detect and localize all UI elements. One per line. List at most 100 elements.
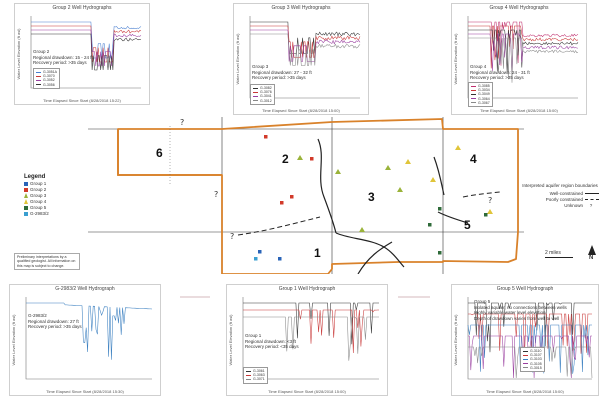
- hydrograph-series-line: [243, 309, 379, 354]
- region-label-3: 3: [368, 190, 375, 204]
- hydrograph-series-line: [467, 324, 592, 374]
- legend-item: Group 4: [24, 199, 76, 205]
- region-label-4: 4: [470, 152, 477, 166]
- panel-legend-entry: G-3067: [471, 101, 490, 105]
- hydrograph-series-line: [31, 29, 142, 67]
- panel-legend-entry: G-3052: [36, 78, 57, 82]
- panel-legend-entry: G-3064: [471, 97, 490, 101]
- panel-title: Group 2 Well Hydrographs: [52, 5, 112, 11]
- hydrograph-series-line: [468, 21, 579, 66]
- hydrograph-panel-group5: Group 5 Well Hydrograph Group 5 Isolated…: [451, 284, 599, 396]
- hydrograph-series-line: [31, 33, 142, 71]
- panel-legend-entry: G-3071: [246, 377, 265, 381]
- unknown-mark: ?: [180, 118, 184, 127]
- panel-legend-entry: G-3082: [253, 86, 272, 90]
- panel-title: Group 3 Well Hydrographs: [271, 5, 331, 11]
- grid-lines: [88, 117, 524, 274]
- panel-legend-entry: G-3110: [523, 349, 542, 353]
- unknown-mark: ?: [488, 196, 492, 205]
- hydrograph-chart: [467, 297, 593, 380]
- hydrograph-panel-group2: Group 2 Well Hydrographs Group 2 Regiona…: [14, 3, 150, 105]
- unknown-mark: ?: [214, 190, 218, 199]
- panel-legend-entry: G-3107: [523, 353, 542, 357]
- hydrograph-chart: [25, 297, 153, 380]
- hydrograph-series-line: [243, 316, 379, 361]
- panel-title: G-2983/2 Well Hydrograph: [55, 286, 115, 292]
- unknown-mark: ?: [230, 232, 234, 241]
- scale-label: 2 miles: [545, 250, 561, 256]
- panel-note: Group 1 Regional drawdown: <3 ft Recover…: [245, 333, 299, 349]
- panel-legend-entry: G-3056: [36, 83, 57, 87]
- panel-legend-entry: G-3015: [523, 366, 542, 370]
- hydrograph-series-line: [250, 33, 361, 66]
- hydrograph-panel-g2983: G-2983/2 Well Hydrograph G-2983/2 Region…: [9, 284, 161, 396]
- panel-legend: G-3082 G-3076 G-3041 G-3012: [250, 84, 275, 105]
- x-axis-label: Time Elapsed Since Start (8/28/2018 15:0…: [262, 108, 340, 113]
- scale-bar: 2 miles: [545, 250, 573, 258]
- panel-legend: G-3061 G-3063 G-3071: [243, 367, 268, 384]
- panel-note: Group 3 Regional drawdown: 27 - 32 ft Re…: [252, 64, 312, 80]
- panel-legend-entry: G-3070: [36, 74, 57, 78]
- legend-title: Legend: [24, 174, 46, 180]
- panel-note: Group 4 Regional drawdown: 24 - 31 ft Re…: [470, 64, 530, 80]
- panel-legend-entry: G-3012: [253, 99, 272, 103]
- aquifer-map: ? ? ? ? 6 2 3 4 5 1: [88, 117, 524, 274]
- region-label-2: 2: [282, 152, 289, 166]
- legend-item: Group 3: [24, 193, 76, 199]
- x-axis-label: Time Elapsed Since Start (8/28/2018 15:2…: [43, 98, 121, 103]
- map-legend: Legend Group 1 Group 2 Group 3 Group 4 Group…: [24, 174, 76, 217]
- hydrograph-series-line: [468, 33, 579, 75]
- panel-title: Group 5 Well Hydrograph: [496, 286, 554, 292]
- panel-note: Group 2 Regional drawdown: 15 - 24 ft Re…: [33, 49, 93, 65]
- panel-legend-entry: G-3034: [471, 88, 490, 92]
- boundary-legend: Interpreted aquifer region boundaries We…: [521, 183, 599, 209]
- north-arrow: N: [588, 245, 596, 261]
- hydrograph-chart: [30, 16, 142, 89]
- panel-title: Group 4 Well Hydrographs: [489, 5, 549, 11]
- panel-legend-entry: G-3076: [253, 90, 272, 94]
- hydrograph-chart: [467, 16, 579, 99]
- x-axis-label: Time Elapsed Since Start (8/28/2018 15:0…: [486, 389, 564, 394]
- panel-legend-entry: G-3061: [246, 369, 265, 373]
- panel-note: G-2983/2 Regional drawdown: 27 ft Recove…: [28, 313, 82, 329]
- preliminary-note: Preliminary interpretations by a qualifi…: [14, 253, 80, 271]
- boundary-unknown: Unknown?: [564, 202, 593, 208]
- panel-title: Group 1 Well Hydrograph: [278, 286, 336, 292]
- aquifer-boundary-orange: [117, 118, 519, 274]
- x-axis-label: Time Elapsed Since Start (8/28/2018 15:0…: [480, 108, 558, 113]
- region-label-1: 1: [314, 246, 321, 260]
- panel-legend-entry: G-3049: [471, 92, 490, 96]
- panel-legend: G-3085 G-3034 G-3049 G-3064 G-3067: [468, 82, 493, 108]
- legend-item: Group 2: [24, 187, 76, 193]
- hydrograph-series-line: [250, 25, 361, 58]
- panel-legend-entry: G-3063: [246, 373, 265, 377]
- hydrograph-panel-group1: Group 1 Well Hydrograph Group 1 Regional…: [226, 284, 388, 396]
- legend-items: Group 1 Group 2 Group 3 Group 4 Group 5 G-298…: [24, 181, 76, 217]
- panel-legend-entry: G-3105: [523, 362, 542, 366]
- panel-legend: G-3051A G-3070 G-3052 G-3056: [33, 68, 61, 89]
- region-label-6: 6: [156, 146, 163, 160]
- panel-legend: G-3110 G-3107 G-3103 G-3105 G-3015: [520, 347, 545, 373]
- hydrograph-series-line: [26, 302, 153, 360]
- hydrograph-series-line: [468, 25, 579, 69]
- well-markers: [254, 135, 493, 261]
- hydrograph-series-line: [468, 313, 592, 358]
- hydrograph-series-line: [468, 29, 579, 72]
- panel-legend-entry: G-3041: [253, 94, 272, 98]
- x-axis-label: Time Elapsed Since Start (8/28/2018 15:3…: [46, 389, 124, 394]
- hydrograph-panel-group3: Group 3 Well Hydrographs Group 3 Regiona…: [233, 3, 369, 115]
- hydrograph-series-line: [31, 21, 142, 59]
- panel-legend-entry: G-3103: [523, 357, 542, 361]
- hydrograph-series-line: [250, 29, 361, 62]
- legend-item: Group 1: [24, 181, 76, 187]
- boundary-well-constrained: Well-constrained: [521, 191, 599, 197]
- legend-item: Group 5: [24, 205, 76, 211]
- region-label-5: 5: [464, 218, 471, 232]
- panel-note: Group 5 Isolated aquifer, no connections…: [474, 299, 567, 321]
- hydrograph-series-line: [468, 37, 579, 83]
- panel-legend-entry: G-3051A: [36, 70, 57, 74]
- hydrograph-series-line: [250, 21, 361, 54]
- x-axis-label: Time Elapsed Since Start (8/28/2018 15:0…: [268, 389, 346, 394]
- boundary-poorly-constrained: Poorly constrained: [521, 197, 599, 203]
